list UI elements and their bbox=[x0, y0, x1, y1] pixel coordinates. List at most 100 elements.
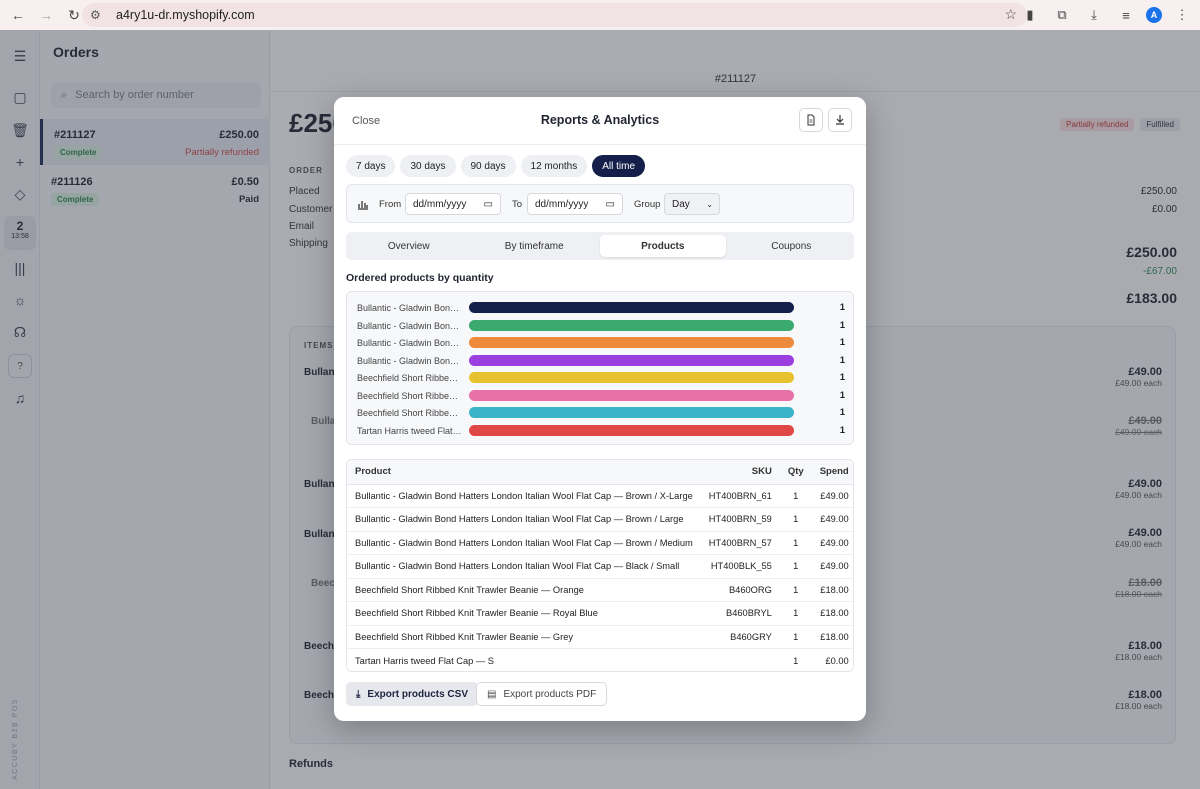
tag-icon[interactable]: ◇ bbox=[14, 185, 26, 202]
cell-sku: HT400BRN_59 bbox=[700, 507, 780, 532]
range-7-days[interactable]: 7 days bbox=[346, 155, 396, 177]
cell-qty: 1 bbox=[779, 601, 812, 626]
cell-spend: £49.00 bbox=[811, 484, 853, 508]
tab-coupons[interactable]: Coupons bbox=[771, 240, 812, 252]
item-name: Beech bbox=[311, 578, 342, 589]
cell-product: Tartan Harris tweed Flat Cap — S bbox=[355, 655, 494, 666]
order-number: #211126 bbox=[51, 176, 93, 188]
order-search-input[interactable]: ⌕ Search by order number bbox=[51, 82, 261, 108]
orders-title: Orders bbox=[53, 44, 99, 60]
media-icon[interactable]: ≡ bbox=[1122, 7, 1130, 23]
from-date-value: dd/mm/yyyy bbox=[413, 198, 467, 210]
extensions-puzzle-icon[interactable]: ⧉ bbox=[1057, 7, 1067, 22]
menu-kebab-icon[interactable]: ⋮ bbox=[1175, 7, 1189, 22]
report-tabs: Overview By timeframe Products Coupons bbox=[346, 232, 854, 260]
calendar-icon[interactable]: ▭ bbox=[483, 198, 493, 210]
chart-bar bbox=[469, 337, 794, 348]
date-clock: 2 13:58 bbox=[4, 216, 36, 250]
price: £49.00 bbox=[1128, 415, 1162, 427]
export-pdf-label: Export products PDF bbox=[503, 688, 597, 700]
export-pdf-icon-button[interactable] bbox=[799, 108, 823, 132]
order-number: #211127 bbox=[54, 129, 96, 141]
status-badge: Complete bbox=[51, 193, 100, 206]
export-csv-button[interactable]: ⤓ Export products CSV bbox=[346, 682, 478, 706]
order-row[interactable]: #211126 £0.50 Complete Paid bbox=[40, 166, 270, 212]
bell-icon[interactable]: ♫ bbox=[14, 390, 26, 406]
reload-icon[interactable]: ↻ bbox=[68, 6, 80, 23]
price-each: £49.00 each bbox=[1115, 378, 1162, 388]
trash-icon[interactable]: 🗑 bbox=[11, 121, 29, 138]
item-name: Bullan bbox=[304, 529, 335, 540]
sun-icon[interactable]: ☼ bbox=[13, 292, 27, 308]
from-date-input[interactable]: dd/mm/yyyy ▭ bbox=[405, 193, 501, 215]
price: £18.00 bbox=[1128, 689, 1162, 701]
cell-qty: 1 bbox=[779, 554, 812, 579]
chart-value-label: 1 bbox=[839, 407, 845, 418]
price-each: £49.00 each bbox=[1115, 490, 1162, 500]
subtotal-value: £250.00 bbox=[1140, 186, 1177, 197]
tab-by-timeframe[interactable]: By timeframe bbox=[504, 240, 564, 252]
order-row[interactable]: #211127 £250.00 Complete Partially refun… bbox=[40, 119, 270, 165]
close-button[interactable]: Close bbox=[352, 115, 381, 127]
profile-avatar[interactable]: A bbox=[1146, 7, 1162, 23]
group-select[interactable]: Day ⌄ bbox=[664, 193, 720, 215]
back-icon[interactable]: ← bbox=[11, 7, 25, 23]
table-row: Bullantic - Gladwin Bond Hatters London … bbox=[347, 484, 853, 508]
item-name: Beech bbox=[304, 641, 335, 652]
chart-category-label: Beechfield Short Ribbe… bbox=[357, 373, 459, 383]
extension-icon[interactable]: ▮ bbox=[1026, 7, 1034, 22]
help-button[interactable]: ? bbox=[8, 354, 32, 378]
download-icon[interactable]: ⤓ bbox=[1091, 7, 1097, 22]
group-label: Group bbox=[634, 199, 661, 210]
cell-qty: 1 bbox=[779, 531, 812, 555]
chart-category-label: Beechfield Short Ribbe… bbox=[357, 390, 459, 401]
cell-sku: B460ORG bbox=[700, 578, 780, 602]
tab-products[interactable]: Products bbox=[600, 235, 726, 257]
range-30-days[interactable]: 30 days bbox=[400, 155, 456, 177]
cell-sku: HT400BRN_61 bbox=[700, 484, 780, 508]
to-date-input[interactable]: dd/mm/yyyy ▭ bbox=[527, 193, 623, 215]
net-value: £183.00 bbox=[1126, 290, 1177, 306]
chart-category-label: Beechfield Short Ribbe… bbox=[357, 408, 459, 418]
download-icon-button[interactable] bbox=[828, 108, 852, 132]
side-rail: ☰ ▢ 🗑 + ◇ 2 13:58 ||| ☼ ☊ ? ♫ ACCUBY B2B… bbox=[0, 30, 40, 789]
chat-icon[interactable]: ▢ bbox=[13, 88, 27, 105]
modal-title: Reports & Analytics bbox=[540, 113, 660, 127]
headset-icon[interactable]: ☊ bbox=[13, 323, 27, 340]
forward-icon[interactable]: → bbox=[39, 7, 53, 23]
chart-category-label: Bullantic - Gladwin Bon… bbox=[357, 355, 460, 366]
address-bar[interactable]: ⚙ a4ry1u-dr.myshopify.com ☆ bbox=[82, 3, 1027, 27]
clock-time: 13:58 bbox=[11, 233, 29, 240]
table-row: Bullantic - Gladwin Bond Hatters London … bbox=[347, 554, 853, 579]
tab-overview[interactable]: Overview bbox=[387, 240, 430, 252]
range-pills: 7 days 30 days 90 days 12 months All tim… bbox=[346, 155, 646, 177]
range-12-months[interactable]: 12 months bbox=[520, 155, 588, 177]
bar-track bbox=[469, 319, 794, 331]
table-header-row: Product SKU Qty Spend bbox=[347, 460, 853, 485]
hamburger-menu-icon[interactable]: ☰ bbox=[13, 47, 27, 64]
bookmark-star-icon[interactable]: ☆ bbox=[1004, 6, 1017, 22]
chart-value-label: 1 bbox=[839, 302, 845, 313]
chart-row: Bullantic - Gladwin Bon… 1 bbox=[347, 334, 855, 352]
chart-value-label: 1 bbox=[839, 319, 845, 331]
plus-icon[interactable]: + bbox=[15, 154, 25, 170]
reports-modal: Close Reports & Analytics 7 days 30 days… bbox=[334, 97, 866, 721]
export-pdf-button[interactable]: ▤ Export products PDF bbox=[476, 682, 608, 706]
range-all-time[interactable]: All time bbox=[592, 155, 646, 177]
chart-value-label: 1 bbox=[839, 337, 845, 348]
bar-track bbox=[469, 354, 794, 366]
col-qty: Qty bbox=[779, 460, 812, 485]
price: £18.00 bbox=[1128, 640, 1162, 652]
cell-product: Bullantic - Gladwin Bond Hatters London … bbox=[347, 484, 701, 508]
cell-product: Bullantic - Gladwin Bond Hatters London … bbox=[347, 507, 701, 532]
range-90-days[interactable]: 90 days bbox=[460, 155, 516, 177]
barcode-icon[interactable]: ||| bbox=[14, 260, 26, 276]
calendar-icon[interactable]: ▭ bbox=[605, 198, 615, 210]
price-each: £49.00 each bbox=[1115, 427, 1162, 437]
refund-value: -£67.00 bbox=[1143, 266, 1177, 277]
bar-track bbox=[469, 337, 794, 348]
cell-spend: £0.00 bbox=[825, 655, 849, 666]
price-each: £18.00 each bbox=[1115, 701, 1162, 711]
site-settings-icon[interactable]: ⚙ bbox=[90, 8, 101, 22]
item-price: £18.00 £18.00 each bbox=[1115, 689, 1162, 711]
